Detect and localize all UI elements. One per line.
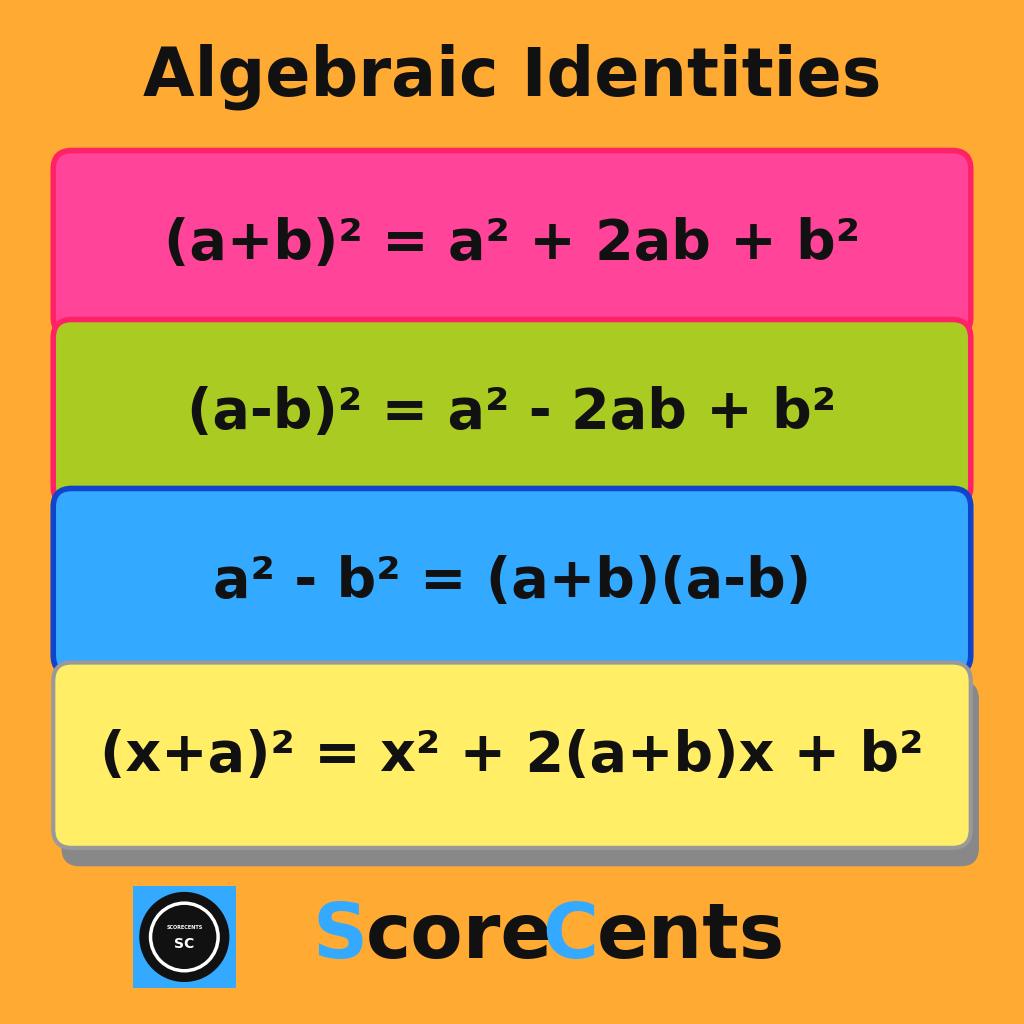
FancyBboxPatch shape: [53, 151, 971, 336]
Text: SCORECENTS: SCORECENTS: [166, 926, 203, 930]
FancyBboxPatch shape: [53, 663, 971, 848]
Text: Algebraic Identities: Algebraic Identities: [142, 44, 882, 110]
Ellipse shape: [157, 909, 212, 965]
Ellipse shape: [139, 892, 229, 982]
FancyBboxPatch shape: [61, 681, 979, 866]
FancyBboxPatch shape: [133, 886, 236, 988]
Text: (a-b)² = a² - 2ab + b²: (a-b)² = a² - 2ab + b²: [187, 386, 837, 439]
Ellipse shape: [151, 903, 218, 971]
FancyBboxPatch shape: [53, 319, 971, 505]
Text: C: C: [543, 900, 599, 974]
Text: a² - b² = (a+b)(a-b): a² - b² = (a+b)(a-b): [213, 555, 811, 608]
Text: (x+a)² = x² + 2(a+b)x + b²: (x+a)² = x² + 2(a+b)x + b²: [100, 729, 924, 782]
Text: core: core: [366, 900, 553, 974]
Text: SC: SC: [174, 937, 195, 951]
Text: S: S: [312, 900, 368, 974]
Text: ents: ents: [597, 900, 785, 974]
Text: (a+b)² = a² + 2ab + b²: (a+b)² = a² + 2ab + b²: [164, 217, 860, 270]
FancyBboxPatch shape: [53, 488, 971, 674]
